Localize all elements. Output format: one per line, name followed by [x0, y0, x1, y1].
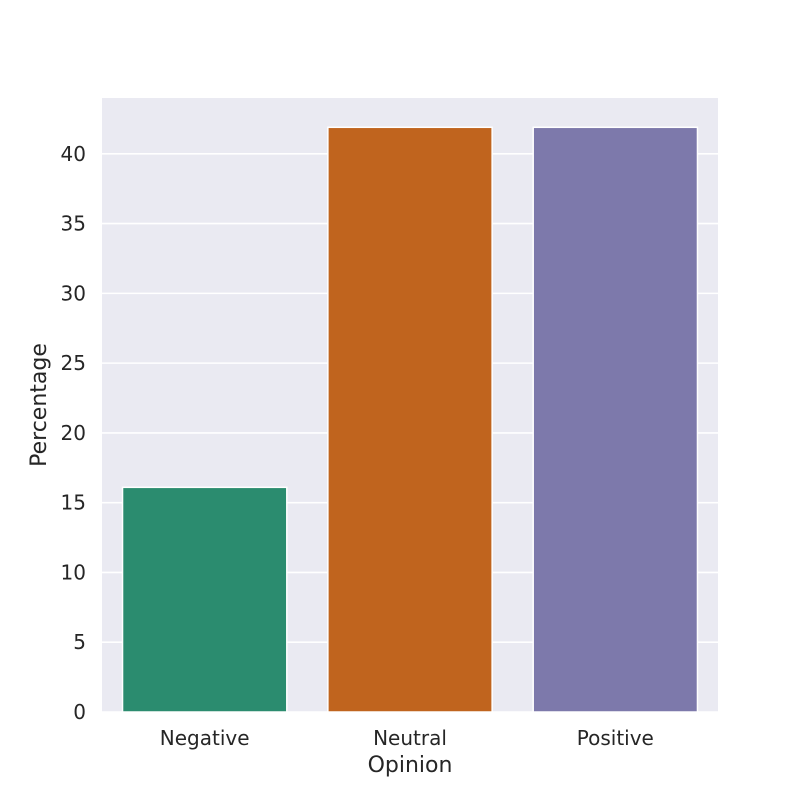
x-tick-label-negative: Negative — [160, 726, 250, 750]
x-axis-label: Opinion — [368, 753, 453, 778]
bar-neutral — [327, 126, 493, 713]
y-tick-label: 35 — [61, 212, 86, 236]
x-tick-label-neutral: Neutral — [373, 726, 447, 750]
bars — [121, 126, 699, 713]
y-tick-label: 10 — [61, 560, 86, 584]
y-tick-label: 20 — [61, 421, 86, 445]
x-tick-label-positive: Positive — [577, 726, 654, 750]
y-tick-label: 40 — [61, 142, 86, 166]
y-axis-label: Percentage — [27, 343, 52, 467]
y-tick-label: 15 — [61, 491, 86, 515]
y-tick-label: 30 — [61, 281, 86, 305]
y-tick-labels: 0 5 10 15 20 25 30 35 40 — [61, 142, 86, 724]
y-tick-label: 25 — [61, 351, 86, 375]
x-tick-labels: Negative Neutral Positive — [160, 726, 654, 750]
y-tick-label: 0 — [73, 700, 86, 724]
bar-negative — [121, 486, 288, 713]
bar-positive — [532, 126, 699, 713]
y-tick-label: 5 — [73, 630, 86, 654]
